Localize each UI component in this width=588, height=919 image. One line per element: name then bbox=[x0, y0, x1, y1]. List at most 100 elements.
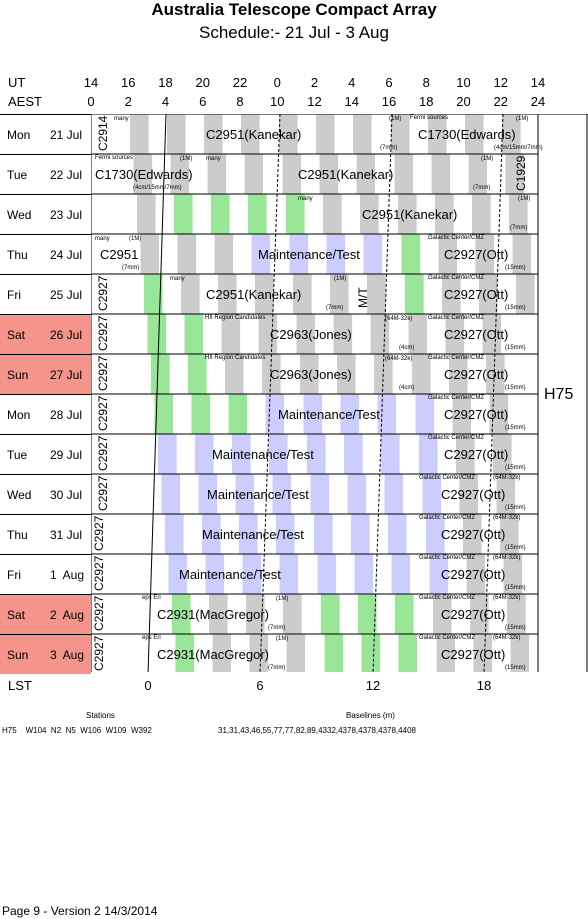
time-stripe bbox=[398, 194, 417, 234]
time-stripe bbox=[436, 634, 456, 672]
time-stripe bbox=[307, 434, 326, 474]
time-stripe bbox=[212, 634, 232, 672]
stations-value: H75 W104 N2 N5 W106 W109 W392 bbox=[2, 726, 152, 735]
day-cell: Sun 3 Aug bbox=[0, 634, 91, 674]
time-stripe bbox=[211, 194, 230, 234]
time-stripe bbox=[468, 154, 488, 194]
time-stripe bbox=[269, 434, 288, 474]
aest-tick: 24 bbox=[530, 94, 546, 109]
project-note: (4cm) bbox=[399, 345, 415, 351]
time-stripe bbox=[353, 114, 372, 154]
day-cell: Mon 28 Jul bbox=[0, 394, 91, 434]
time-stripe bbox=[412, 354, 431, 394]
time-stripe bbox=[218, 274, 237, 314]
project-label: Maintenance/Test bbox=[212, 447, 314, 462]
ut-tick: 22 bbox=[232, 75, 248, 90]
time-stripe bbox=[503, 554, 523, 594]
config-label: H75 bbox=[544, 386, 574, 403]
time-stripe bbox=[337, 354, 356, 394]
project-note: Galactic Center/CMZ bbox=[428, 355, 485, 361]
baselines-label: Baselines (m) bbox=[346, 711, 395, 720]
time-stripe bbox=[347, 474, 367, 514]
time-stripe bbox=[509, 194, 528, 234]
project-note: (15mm) bbox=[505, 425, 526, 431]
time-stripe bbox=[333, 314, 353, 354]
time-stripe bbox=[265, 394, 285, 434]
time-stripe bbox=[459, 474, 479, 514]
day-cell: Wed 23 Jul bbox=[0, 194, 91, 234]
time-stripe bbox=[442, 274, 461, 314]
lst-tick: 6 bbox=[256, 678, 264, 693]
project-note: Galactic Center/CMZ bbox=[428, 435, 485, 441]
project-note: (64M-32k) bbox=[385, 316, 413, 322]
time-stripe bbox=[239, 514, 258, 554]
project-label: C2951(Kanekar) bbox=[362, 207, 458, 222]
project-note: Galactic Center/CMZ bbox=[428, 275, 485, 281]
project-note: (64M-32k) bbox=[493, 555, 521, 561]
project-note: (64M-32k) bbox=[493, 635, 521, 641]
project-note: (64M-32k) bbox=[493, 475, 521, 481]
project-note: (7mm) bbox=[510, 225, 528, 231]
aest-tick: 20 bbox=[456, 94, 471, 109]
day-date: 26 Jul bbox=[50, 328, 83, 342]
project-note: (15mm) bbox=[505, 625, 526, 631]
time-stripe bbox=[198, 474, 218, 514]
time-stripe bbox=[472, 194, 491, 234]
time-stripe bbox=[170, 154, 190, 194]
project-label: C2927(Ott) bbox=[441, 647, 506, 662]
project-note: (1M) bbox=[518, 196, 531, 202]
time-stripe bbox=[283, 594, 302, 634]
time-stripe bbox=[133, 154, 153, 194]
day-of-week: Thu bbox=[7, 248, 28, 262]
time-stripe bbox=[242, 554, 262, 594]
time-stripe bbox=[398, 634, 418, 672]
time-stripe bbox=[158, 434, 177, 474]
ut-tick: 14 bbox=[530, 75, 546, 90]
time-stripe bbox=[195, 434, 214, 474]
day-date: 1 Aug bbox=[50, 568, 85, 582]
time-stripe bbox=[319, 154, 339, 194]
time-stripe bbox=[272, 474, 292, 514]
time-stripe bbox=[482, 314, 502, 354]
aest-label: AEST bbox=[8, 94, 42, 109]
time-stripe bbox=[262, 354, 281, 394]
time-stripe bbox=[356, 154, 376, 194]
project-note: Galactic Center/CMZ bbox=[419, 515, 476, 521]
time-stripe bbox=[489, 394, 509, 434]
project-note: (1M) bbox=[180, 156, 193, 162]
project-note: Galactic Center/CMZ bbox=[419, 635, 476, 641]
time-stripe bbox=[209, 594, 228, 634]
time-stripe bbox=[246, 594, 265, 634]
lst-tick: 12 bbox=[365, 678, 381, 693]
time-stripe bbox=[296, 314, 316, 354]
project-note: (7mm) bbox=[268, 625, 286, 631]
ut-tick: 12 bbox=[493, 75, 508, 90]
time-stripe bbox=[360, 194, 379, 234]
project-note: Galactic Center/CMZ bbox=[419, 555, 476, 561]
project-note: eps Eri bbox=[142, 635, 161, 641]
time-stripe bbox=[289, 234, 309, 274]
day-of-week: Wed bbox=[7, 488, 32, 502]
project-note: many bbox=[114, 116, 129, 122]
aest-tick: 12 bbox=[307, 94, 322, 109]
project-note: (1M) bbox=[389, 116, 402, 122]
time-stripe bbox=[479, 274, 498, 314]
project-label-vertical: C2927 bbox=[92, 635, 106, 671]
day-date: 30 Jul bbox=[50, 488, 83, 502]
time-stripe bbox=[293, 274, 312, 314]
day-date: 24 Jul bbox=[50, 248, 83, 262]
time-stripe bbox=[361, 634, 381, 672]
time-stripe bbox=[510, 634, 530, 672]
lst-label: LST bbox=[8, 678, 32, 693]
time-stripe bbox=[433, 594, 452, 634]
project-label: C2951(Kanekar) bbox=[206, 287, 302, 302]
project-note: Galactic Center/CMZ bbox=[428, 235, 485, 241]
time-stripe bbox=[502, 114, 521, 154]
time-stripe bbox=[168, 554, 188, 594]
project-label: C2927(Ott) bbox=[444, 287, 509, 302]
time-stripe bbox=[475, 234, 495, 274]
time-stripe bbox=[225, 354, 244, 394]
time-stripe bbox=[137, 194, 156, 234]
project-label: C2951(Kanekar) bbox=[298, 167, 394, 182]
ut-tick: 4 bbox=[348, 75, 356, 90]
